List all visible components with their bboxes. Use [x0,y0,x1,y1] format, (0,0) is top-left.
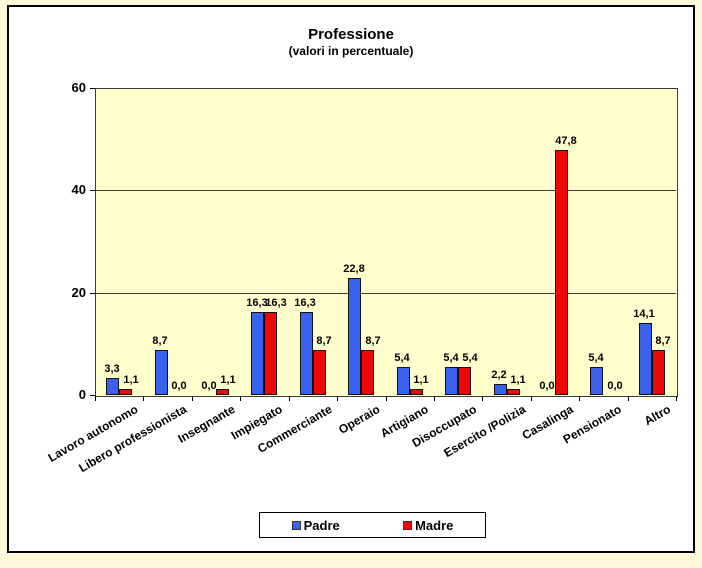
bar-padre [639,323,652,395]
y-axis-tick [90,395,95,396]
y-axis-tick-label: 20 [71,285,86,300]
legend-label: Madre [415,517,454,533]
bar-padre [494,384,507,395]
bar-value-label: 5,4 [443,352,459,364]
bar-value-label: 0,0 [201,380,217,392]
y-axis-tick [90,88,95,89]
bar-madre [410,389,423,395]
plot-area [95,88,678,397]
bar-value-label: 22,8 [343,263,365,275]
bar-value-label: 8,7 [152,335,168,347]
bar-value-label: 16,3 [294,297,316,309]
bar-madre [652,350,665,395]
bar-value-label: 16,3 [265,297,287,309]
legend-item-padre: Padre [291,517,340,533]
x-axis-tick [386,396,387,401]
x-axis-tick [482,396,483,401]
bar-madre [458,367,471,395]
bar-value-label: 1,1 [123,374,139,386]
bar-value-label: 8,7 [316,335,332,347]
bar-value-label: 3,3 [104,363,120,375]
x-axis-tick [434,396,435,401]
y-axis-tick-label: 0 [78,387,86,402]
bar-value-label: 47,8 [555,135,577,147]
bar-value-label: 8,7 [655,335,671,347]
legend-item-madre: Madre [403,518,453,533]
bar-padre [155,350,168,395]
bar-value-label: 2,2 [491,369,507,381]
bar-padre [348,278,361,395]
x-axis-tick [289,396,290,401]
bar-value-label: 16,3 [246,297,268,309]
gridline [95,190,676,191]
bar-padre [300,312,313,395]
x-axis-tick [143,396,144,401]
y-axis-tick-label: 40 [71,182,86,197]
chart-title: Professione [308,26,394,43]
legend-marker-padre [291,520,301,530]
bar-value-label: 14,1 [633,308,655,320]
bar-value-label: 1,1 [510,374,526,386]
legend-label: Padre [303,517,340,533]
bar-value-label: 5,4 [588,352,604,364]
x-axis-tick [531,396,532,401]
bar-madre [555,150,568,395]
x-axis-tick [628,396,629,401]
bar-madre [361,350,374,395]
bar-padre [106,378,119,395]
bar-madre [119,389,132,395]
x-axis-tick [192,396,193,401]
gridline [95,293,676,294]
bar-padre [590,367,603,395]
bar-value-label: 5,4 [394,352,410,364]
bar-value-label: 5,4 [462,352,478,364]
bar-madre [313,350,326,395]
bar-padre [397,367,410,395]
legend: Padre Madre [259,512,486,538]
bar-madre [264,312,277,395]
chart-subtitle: (valori in percentuale) [288,44,414,58]
x-axis-tick [337,396,338,401]
bar-value-label: 1,1 [413,374,429,386]
bar-value-label: 0,0 [171,380,187,392]
x-axis-tick [579,396,580,401]
x-axis-tick [95,396,96,401]
x-axis-tick [240,396,241,401]
legend-marker-madre [403,520,413,530]
bar-madre [507,389,520,395]
bar-value-label: 1,1 [220,374,236,386]
bar-value-label: 0,0 [539,380,555,392]
y-axis-tick [90,190,95,191]
bar-value-label: 0,0 [607,380,623,392]
title-block: Professione (valori in percentuale) [0,25,702,59]
y-axis-tick [90,293,95,294]
bar-padre [251,312,264,395]
y-axis-tick-label: 60 [71,80,86,95]
bar-value-label: 8,7 [365,335,381,347]
bar-padre [445,367,458,395]
x-axis-tick [676,396,677,401]
bar-madre [216,389,229,395]
